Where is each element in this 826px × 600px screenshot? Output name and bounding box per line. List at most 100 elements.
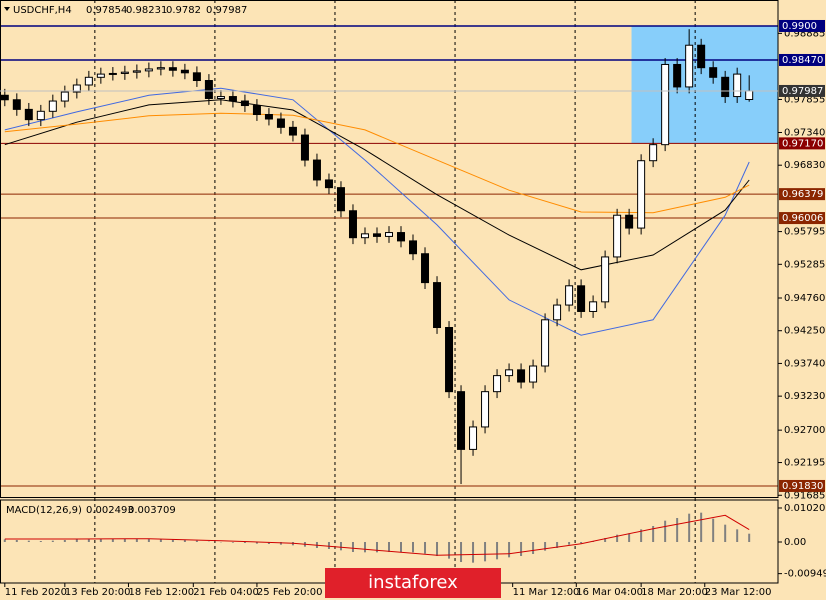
price-label: 0.97987 bbox=[782, 86, 823, 97]
y-tick-label: 0.98885 bbox=[784, 28, 825, 39]
ohlc-open: 0.97854 bbox=[86, 5, 127, 16]
candle-body bbox=[192, 72, 201, 82]
candle-body bbox=[348, 210, 357, 239]
moving-average bbox=[4, 112, 750, 214]
candle-body bbox=[288, 126, 297, 136]
zone bbox=[631, 25, 778, 144]
candle-body bbox=[168, 67, 177, 71]
candle-body bbox=[156, 67, 165, 70]
ohlc-low: 0.9782 bbox=[166, 5, 201, 16]
candle-body bbox=[240, 100, 249, 107]
moving-average bbox=[4, 99, 750, 271]
candle-body bbox=[469, 426, 478, 450]
y-tick-label: 0.92195 bbox=[784, 458, 825, 469]
macd-signal-value: 0.003709 bbox=[128, 505, 176, 516]
x-tick-label: 11 Mar 12:00 bbox=[513, 587, 580, 598]
candle-body bbox=[433, 282, 442, 329]
candle-body bbox=[72, 84, 81, 93]
level-label: 0.9900 bbox=[782, 21, 817, 32]
level-label: 0.98470 bbox=[782, 55, 823, 66]
candle-body bbox=[84, 76, 93, 86]
candle-body bbox=[24, 108, 33, 121]
candle-body bbox=[312, 159, 321, 181]
candle-body bbox=[637, 160, 646, 229]
y-tick-label: 0.96830 bbox=[784, 160, 825, 171]
candle-body bbox=[180, 69, 189, 74]
candle-body bbox=[96, 73, 105, 78]
candle-body bbox=[372, 233, 381, 237]
y-tick-label: 0.97855 bbox=[784, 94, 825, 105]
candle-body bbox=[264, 114, 273, 120]
candle-body bbox=[553, 304, 562, 321]
y-tick-label: 0.94250 bbox=[784, 326, 825, 337]
candle-body bbox=[324, 179, 333, 189]
candle-body bbox=[228, 96, 237, 102]
candle-body bbox=[541, 319, 550, 367]
ohlc-close: 0.97987 bbox=[206, 5, 247, 16]
candle-body bbox=[132, 70, 141, 73]
macd-y-tick-label: 0.00 bbox=[784, 537, 806, 548]
x-tick-label: 18 Mar 20:00 bbox=[641, 587, 708, 598]
candle-body bbox=[216, 96, 225, 99]
candle-body bbox=[529, 365, 538, 383]
level-label-box bbox=[779, 137, 825, 150]
level-label-box bbox=[779, 188, 825, 201]
macd-y-tick-label: 0.010205 bbox=[784, 503, 826, 514]
level-label: 0.96006 bbox=[782, 213, 823, 224]
candle-body bbox=[601, 256, 610, 303]
macd-histogram-value: 0.002493 bbox=[86, 505, 134, 516]
chart-title: USDCHF,H4 bbox=[13, 5, 72, 16]
candle-body bbox=[48, 100, 57, 112]
candle-body bbox=[276, 118, 285, 128]
candle-body bbox=[300, 134, 309, 161]
candle-body bbox=[673, 63, 682, 88]
macd-y-tick-label: -0.00949 bbox=[784, 569, 826, 580]
x-tick-label: 23 Mar 12:00 bbox=[705, 587, 772, 598]
candle-body bbox=[589, 301, 598, 312]
candle-body bbox=[709, 67, 718, 78]
y-tick-label: 0.95795 bbox=[784, 227, 825, 238]
macd-signal bbox=[4, 514, 750, 556]
candle-body bbox=[421, 253, 430, 284]
candle-body bbox=[721, 76, 730, 98]
candle-body bbox=[685, 44, 694, 88]
y-tick-label: 0.92700 bbox=[784, 425, 825, 436]
candle-body bbox=[649, 144, 658, 162]
candle-body bbox=[457, 391, 466, 450]
level-label-box bbox=[779, 212, 825, 225]
candle-body bbox=[445, 327, 454, 393]
candle-body bbox=[733, 73, 742, 98]
candle-body bbox=[108, 72, 117, 75]
y-tick-label: 0.93230 bbox=[784, 391, 825, 402]
candle-body bbox=[697, 44, 706, 69]
watermark: instaforex bbox=[368, 572, 458, 593]
ohlc-high: 0.98231 bbox=[126, 5, 167, 16]
candle-body bbox=[613, 214, 622, 258]
y-tick-label: 0.97340 bbox=[784, 127, 825, 138]
candle-body bbox=[625, 214, 634, 229]
level-label-box bbox=[779, 479, 825, 492]
level-label: 0.91830 bbox=[782, 481, 823, 492]
candle-body bbox=[336, 187, 345, 212]
candle-body bbox=[493, 375, 502, 393]
level-label-box bbox=[779, 19, 825, 32]
candle-body bbox=[565, 285, 574, 306]
candle-body bbox=[481, 391, 490, 428]
candle-body bbox=[204, 80, 213, 99]
candle-body bbox=[0, 94, 9, 101]
candle-body bbox=[661, 63, 670, 146]
y-tick-label: 0.94760 bbox=[784, 293, 825, 304]
moving-average bbox=[4, 87, 750, 336]
x-tick-label: 13 Feb 20:00 bbox=[65, 587, 131, 598]
candle-body bbox=[745, 90, 754, 101]
candle-body bbox=[577, 285, 586, 312]
macd-title: MACD(12,26,9) bbox=[6, 505, 82, 516]
x-tick-label: 25 Feb 20:00 bbox=[257, 587, 323, 598]
y-tick-label: 0.93740 bbox=[784, 358, 825, 369]
x-tick-label: 11 Feb 2020 bbox=[5, 587, 67, 598]
candle-body bbox=[409, 240, 418, 255]
menu-arrow bbox=[4, 7, 10, 11]
price-label-box bbox=[779, 84, 825, 97]
